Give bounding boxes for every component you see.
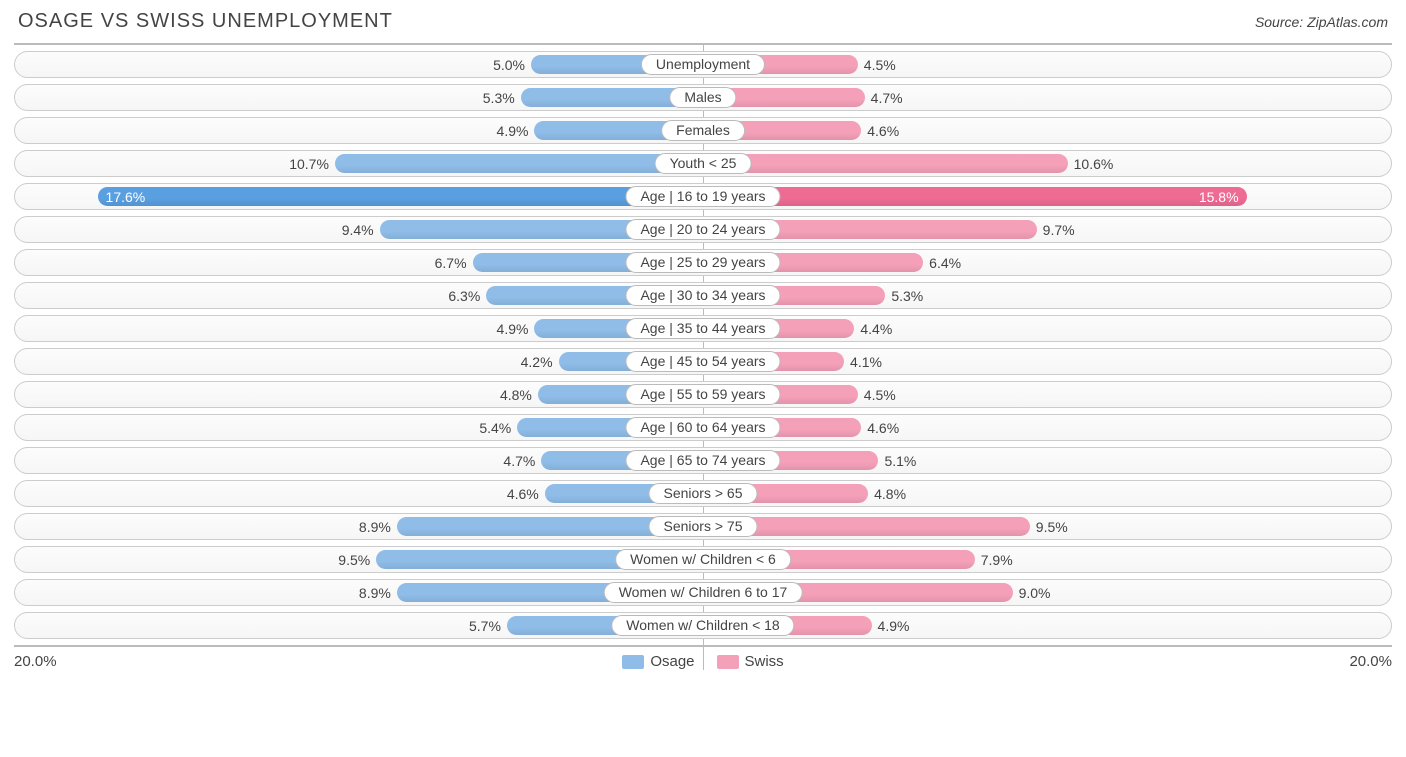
value-label-right: 4.4% [860, 316, 892, 343]
bar-rows-container: 5.0% 4.5% Unemployment 5.3% 4.7% Males 4.9% 4.6… [14, 51, 1392, 639]
category-pill: Age | 55 to 59 years [625, 384, 780, 405]
value-label-left: 4.2% [521, 349, 553, 376]
value-label-left: 9.5% [338, 547, 370, 574]
bar-row: 5.0% 4.5% Unemployment [14, 51, 1392, 78]
bar-row: 10.7% 10.6% Youth < 25 [14, 150, 1392, 177]
axis-max-right: 20.0% [1349, 653, 1392, 670]
category-pill: Females [661, 120, 745, 141]
value-label-right: 5.3% [891, 283, 923, 310]
value-label-right: 15.8% [1199, 184, 1239, 211]
bar-row: 17.6% 15.8% Age | 16 to 19 years [14, 183, 1392, 210]
category-pill: Age | 60 to 64 years [625, 417, 780, 438]
value-label-left: 8.9% [359, 580, 391, 607]
value-label-left: 9.4% [342, 217, 374, 244]
legend-swatch-right [717, 655, 739, 669]
category-pill: Males [669, 87, 736, 108]
chart-title: OSAGE VS SWISS UNEMPLOYMENT [18, 10, 393, 33]
value-label-right: 4.5% [864, 52, 896, 79]
legend-label-right: Swiss [745, 653, 784, 670]
value-label-right: 9.0% [1019, 580, 1051, 607]
value-label-left: 10.7% [289, 151, 329, 178]
bar-row: 9.4% 9.7% Age | 20 to 24 years [14, 216, 1392, 243]
value-label-left: 6.7% [435, 250, 467, 277]
population-pyramid-chart: 5.0% 4.5% Unemployment 5.3% 4.7% Males 4.9% 4.6… [14, 43, 1392, 670]
category-pill: Age | 65 to 74 years [625, 450, 780, 471]
bar-row: 5.4% 4.6% Age | 60 to 64 years [14, 414, 1392, 441]
value-label-right: 4.7% [871, 85, 903, 112]
category-pill: Age | 35 to 44 years [625, 318, 780, 339]
category-pill: Women w/ Children 6 to 17 [604, 582, 803, 603]
category-pill: Age | 20 to 24 years [625, 219, 780, 240]
value-label-left: 4.8% [500, 382, 532, 409]
category-pill: Seniors > 65 [649, 483, 758, 504]
bar-row: 8.9% 9.5% Seniors > 75 [14, 513, 1392, 540]
value-label-right: 9.5% [1036, 514, 1068, 541]
value-label-right: 9.7% [1043, 217, 1075, 244]
category-pill: Seniors > 75 [649, 516, 758, 537]
category-pill: Age | 16 to 19 years [625, 186, 780, 207]
legend-label-left: Osage [650, 653, 694, 670]
value-label-right: 4.1% [850, 349, 882, 376]
value-label-right: 10.6% [1074, 151, 1114, 178]
value-label-left: 5.0% [493, 52, 525, 79]
value-label-left: 4.7% [503, 448, 535, 475]
value-label-left: 8.9% [359, 514, 391, 541]
value-label-left: 6.3% [448, 283, 480, 310]
legend-item-right: Swiss [717, 653, 784, 670]
bar-row: 4.8% 4.5% Age | 55 to 59 years [14, 381, 1392, 408]
value-label-right: 5.1% [884, 448, 916, 475]
bar-row: 9.5% 7.9% Women w/ Children < 6 [14, 546, 1392, 573]
bar-row: 6.3% 5.3% Age | 30 to 34 years [14, 282, 1392, 309]
legend-swatch-left [622, 655, 644, 669]
value-label-left: 4.9% [497, 316, 529, 343]
bar-right [703, 154, 1068, 173]
value-label-left: 17.6% [106, 184, 146, 211]
value-label-right: 4.8% [874, 481, 906, 508]
bar-left [98, 187, 703, 206]
value-label-left: 4.9% [497, 118, 529, 145]
bar-right [703, 187, 1247, 206]
axis-max-left: 20.0% [14, 653, 57, 670]
value-label-left: 5.3% [483, 85, 515, 112]
category-pill: Age | 30 to 34 years [625, 285, 780, 306]
bar-row: 6.7% 6.4% Age | 25 to 29 years [14, 249, 1392, 276]
bar-row: 8.9% 9.0% Women w/ Children 6 to 17 [14, 579, 1392, 606]
bar-row: 4.9% 4.6% Females [14, 117, 1392, 144]
bar-left [335, 154, 703, 173]
value-label-right: 4.6% [867, 415, 899, 442]
category-pill: Unemployment [641, 54, 765, 75]
bar-row: 4.9% 4.4% Age | 35 to 44 years [14, 315, 1392, 342]
bar-row: 4.7% 5.1% Age | 65 to 74 years [14, 447, 1392, 474]
bar-row: 4.6% 4.8% Seniors > 65 [14, 480, 1392, 507]
category-pill: Women w/ Children < 18 [611, 615, 794, 636]
bar-row: 5.7% 4.9% Women w/ Children < 18 [14, 612, 1392, 639]
value-label-left: 4.6% [507, 481, 539, 508]
chart-header: OSAGE VS SWISS UNEMPLOYMENT Source: ZipA… [14, 10, 1392, 43]
legend-item-left: Osage [622, 653, 694, 670]
value-label-left: 5.7% [469, 613, 501, 640]
value-label-right: 4.9% [878, 613, 910, 640]
value-label-right: 4.6% [867, 118, 899, 145]
bar-row: 5.3% 4.7% Males [14, 84, 1392, 111]
category-pill: Age | 45 to 54 years [625, 351, 780, 372]
value-label-left: 5.4% [479, 415, 511, 442]
category-pill: Age | 25 to 29 years [625, 252, 780, 273]
value-label-right: 4.5% [864, 382, 896, 409]
bar-row: 4.2% 4.1% Age | 45 to 54 years [14, 348, 1392, 375]
category-pill: Youth < 25 [655, 153, 752, 174]
chart-source: Source: ZipAtlas.com [1255, 14, 1388, 30]
category-pill: Women w/ Children < 6 [615, 549, 791, 570]
value-label-right: 7.9% [981, 547, 1013, 574]
value-label-right: 6.4% [929, 250, 961, 277]
